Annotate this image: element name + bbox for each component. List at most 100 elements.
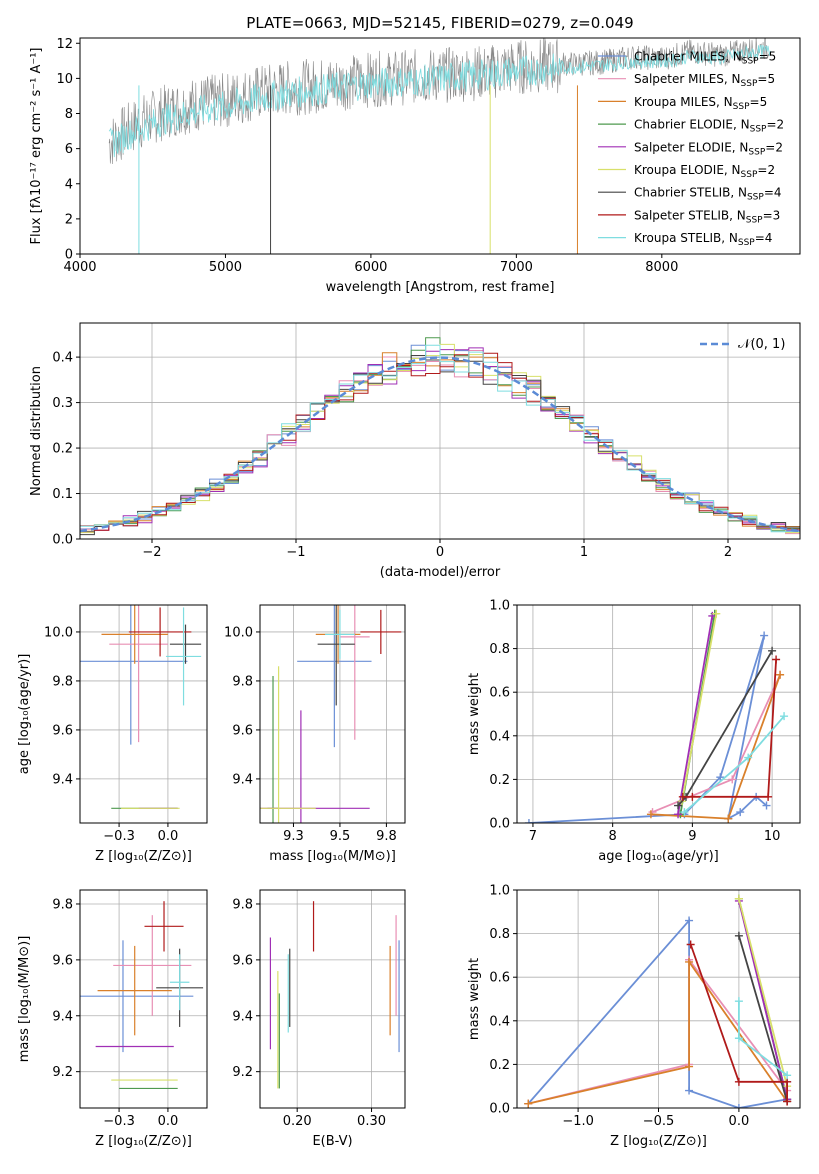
plus-marker [646, 810, 655, 819]
plus-marker [764, 792, 773, 801]
tick-label-x: 7 [529, 829, 537, 844]
tick-label-y: 9.6 [52, 723, 73, 738]
axes-frame [79, 37, 801, 255]
mass-weight-series [682, 659, 777, 798]
plus-marker [524, 819, 533, 823]
y-axis-label: age [log₁₀(age/yr)] [17, 654, 32, 775]
plus-marker [772, 655, 781, 664]
tick-label-y: 0.3 [52, 396, 73, 411]
plus-marker [744, 753, 753, 762]
plus-marker [760, 631, 769, 640]
panel-age_vs_Z: −0.3 0.0 9.4 9.6 9.8 10.0 Z [log₁₀(Z/Z⊙)] age [… [17, 604, 208, 864]
histogram-series [80, 352, 800, 531]
errorbar-point [144, 901, 184, 952]
tick-label-x: 8000 [645, 260, 678, 275]
panel-mass_vs_Z: −0.3 0.0 9.2 9.4 9.6 9.8 Z [log₁₀(Z/Z⊙)] mass [… [17, 889, 208, 1149]
x-axis-label: wavelength [Angstrom, rest frame] [326, 280, 555, 295]
legend-entry: Chabrier STELIB, NSSP=4 [634, 186, 782, 203]
plus-marker [686, 940, 695, 949]
plus-marker [724, 814, 733, 823]
x-axis-label: Z [log₁₀(Z/Z⊙)] [95, 849, 192, 864]
tick-label-x: −1 [286, 545, 305, 560]
tick-label-y: 0.4 [489, 729, 510, 744]
plus-marker [734, 1104, 743, 1108]
errorbar-point [339, 605, 370, 740]
errorbar-point [80, 605, 188, 745]
tick-label-y: 0.0 [489, 1102, 510, 1117]
tick-label-y: 0.1 [52, 487, 73, 502]
tick-label-x: 0.30 [357, 1114, 386, 1129]
tick-label-y: 9.6 [232, 723, 253, 738]
x-axis-label: (data-model)/error [380, 565, 501, 580]
errorbar-point [169, 624, 202, 664]
errorbar-point [325, 609, 355, 659]
axes-frame [79, 604, 208, 824]
tick-label-y: 0.4 [52, 351, 73, 366]
panel-mass_weight_vs_age: 7 8 9 10 0.0 0.2 0.4 0.6 0.8 1.0 age [log₁₀(age/yr… [467, 599, 801, 864]
tick-label-y: 6 [65, 142, 73, 157]
tick-label-x: 0.0 [729, 1114, 750, 1129]
tick-label-y: 0.2 [489, 1058, 510, 1073]
tick-label-y: 9.8 [232, 674, 253, 689]
plus-marker [783, 1071, 792, 1080]
tick-label-y: 0.0 [489, 817, 510, 832]
plus-marker [734, 894, 743, 903]
axes-frame [79, 322, 801, 540]
plus-marker [734, 1034, 743, 1043]
errorbar-point [297, 605, 372, 748]
plus-marker [736, 808, 745, 817]
tick-label-y: 12 [56, 37, 73, 52]
plus-marker [776, 670, 785, 679]
tick-label-x: 9.5 [330, 829, 351, 844]
errorbar-point [101, 605, 168, 664]
tick-label-y: 0.4 [489, 1014, 510, 1029]
axes-frame [259, 604, 406, 824]
mass-weight-series [527, 918, 788, 1108]
plot-area [260, 605, 402, 823]
mass-weight-series [689, 944, 788, 1102]
x-axis-label: Z [log₁₀(Z/Z⊙)] [610, 1134, 707, 1149]
legend-entry: Salpeter ELODIE, NSSP=2 [634, 140, 783, 157]
legend-entry: Salpeter MILES, NSSP=5 [634, 72, 775, 89]
plus-marker [783, 1097, 792, 1106]
plus-marker [728, 775, 737, 784]
tick-label-x: 7000 [500, 260, 533, 275]
legend-entry: Kroupa ELODIE, NSSP=2 [634, 163, 775, 180]
tick-label-x: 8 [609, 829, 617, 844]
plot-area [108, 38, 771, 254]
mass-weight-series [738, 935, 788, 1102]
tick-label-x: 0.0 [158, 829, 179, 844]
tick-label-x: 9 [688, 829, 696, 844]
plus-marker [685, 916, 694, 925]
mass-weight-series [738, 898, 788, 1087]
x-axis-label: mass [log₁₀(M/M⊙)] [269, 849, 396, 864]
y-axis-label: mass weight [467, 958, 482, 1040]
tick-label-y: 9.2 [232, 1065, 253, 1080]
errorbar-point [169, 954, 190, 1011]
tick-label-x: 2 [724, 545, 732, 560]
tick-label-y: 9.2 [52, 1065, 73, 1080]
plus-marker [716, 773, 725, 782]
errorbar-point [80, 940, 194, 1053]
plus-marker [674, 810, 683, 819]
tick-label-x: −0.5 [643, 1114, 675, 1129]
tick-label-x: −2 [142, 545, 161, 560]
tick-label-x: 10 [764, 829, 781, 844]
x-axis-label: Z [log₁₀(Z/Z⊙)] [95, 1134, 192, 1149]
legend-entry: Chabrier MILES, NSSP=5 [634, 50, 776, 67]
plus-marker [685, 957, 694, 966]
tick-label-y: 0.6 [489, 971, 510, 986]
panel-mass_vs_ebv: 0.20 0.30 9.2 9.4 9.6 9.8 E(B-V) [232, 889, 406, 1149]
mass-weight-series [681, 613, 718, 802]
legend-entry: Chabrier ELODIE, NSSP=2 [634, 118, 784, 135]
axes-frame [259, 889, 406, 1109]
plus-marker [762, 801, 771, 810]
legend-entry: Kroupa STELIB, NSSP=4 [634, 231, 772, 248]
y-axis-label: mass weight [467, 673, 482, 755]
tick-label-y: 9.8 [52, 674, 73, 689]
plus-marker [712, 609, 721, 618]
tick-label-y: 10 [56, 72, 73, 87]
tick-label-y: 1.0 [489, 599, 510, 614]
errorbar-point [360, 609, 402, 654]
